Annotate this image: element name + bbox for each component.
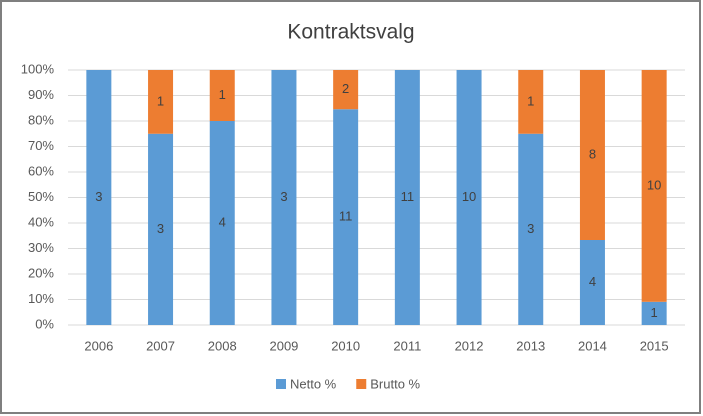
data-label: 11 — [339, 209, 353, 224]
bar-segment — [209, 121, 235, 325]
bar-segment — [333, 109, 359, 325]
data-label: 4 — [219, 214, 226, 229]
chart-title: Kontraktsvalg — [287, 21, 414, 44]
bar-segment — [641, 301, 667, 325]
bar-segment — [333, 70, 359, 110]
bar-segment — [641, 70, 667, 302]
data-label: 11 — [401, 189, 415, 204]
data-label: 1 — [651, 305, 658, 320]
x-tick-label: 2006 — [84, 338, 113, 353]
x-tick-label: 2015 — [640, 338, 669, 353]
legend-label: Brutto % — [370, 376, 420, 391]
bar-segment — [456, 70, 482, 325]
y-tick-label: 40% — [28, 214, 54, 229]
data-label: 2 — [342, 81, 349, 96]
data-label: 3 — [280, 189, 287, 204]
bar-segment — [271, 70, 297, 325]
x-tick-label: 2007 — [146, 338, 175, 353]
y-tick-label: 10% — [28, 291, 54, 306]
x-tick-label: 2008 — [208, 338, 237, 353]
bar-segment — [394, 70, 420, 325]
legend-swatch — [356, 379, 367, 389]
data-label: 8 — [589, 146, 596, 161]
x-tick-label: 2012 — [455, 338, 484, 353]
data-label: 1 — [157, 93, 164, 108]
data-label: 3 — [157, 221, 164, 236]
y-tick-label: 30% — [28, 240, 54, 255]
x-tick-label: 2013 — [516, 338, 545, 353]
x-tick-label: 2011 — [393, 338, 421, 353]
data-label: 10 — [647, 177, 661, 192]
data-label: 1 — [527, 93, 534, 108]
y-tick-label: 80% — [28, 112, 54, 127]
x-tick-label: 2014 — [578, 338, 607, 353]
bar-segment — [148, 70, 174, 134]
x-tick-label: 2010 — [331, 338, 360, 353]
y-tick-label: 50% — [28, 189, 54, 204]
data-label: 3 — [95, 189, 102, 204]
y-tick-label: 0% — [35, 316, 54, 331]
data-label: 4 — [589, 274, 596, 289]
y-tick-label: 70% — [28, 138, 54, 153]
y-tick-label: 20% — [28, 265, 54, 280]
bar-segment — [518, 133, 544, 325]
data-label: 1 — [219, 87, 226, 102]
legend-swatch — [276, 379, 286, 389]
legend-label: Netto % — [290, 376, 337, 391]
x-tick-label: 2009 — [269, 338, 298, 353]
bar-segment — [86, 70, 112, 325]
bar-segment — [518, 70, 544, 134]
y-tick-label: 90% — [28, 87, 54, 102]
data-label: 10 — [462, 189, 476, 204]
data-label: 3 — [527, 221, 534, 236]
y-tick-label: 60% — [28, 163, 54, 178]
bar-segment — [209, 70, 235, 121]
bar-segment — [148, 133, 174, 325]
y-tick-label: 100% — [21, 61, 55, 76]
bar-segment — [579, 240, 605, 325]
bar-segment — [579, 70, 605, 240]
